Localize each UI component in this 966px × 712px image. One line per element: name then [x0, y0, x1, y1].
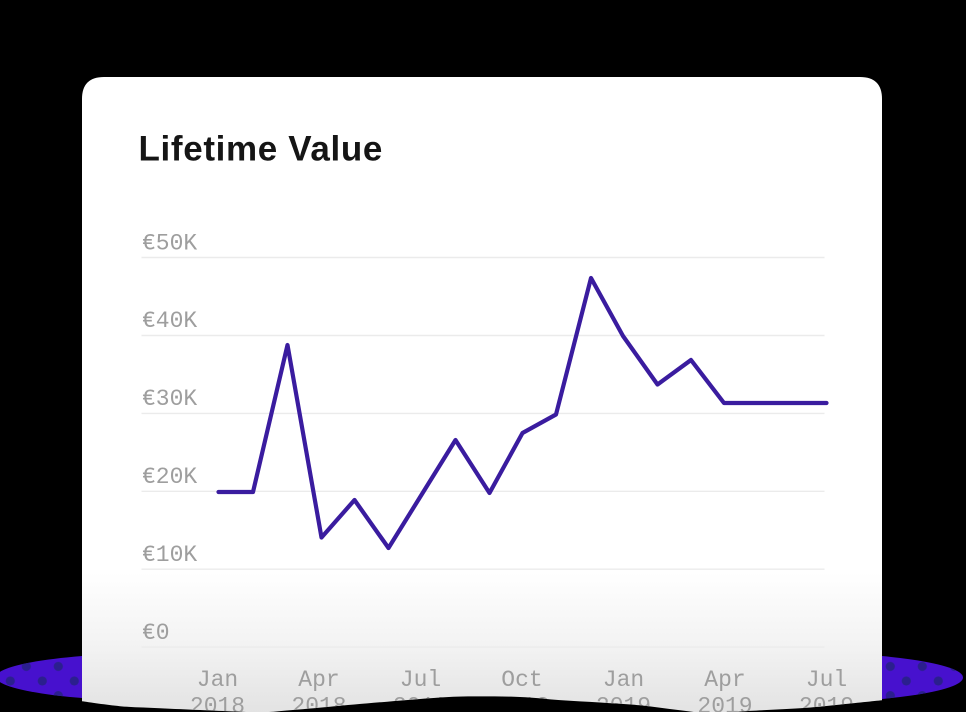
svg-text:€40K: €40K [142, 308, 197, 334]
svg-text:2019: 2019 [697, 693, 752, 712]
svg-text:Apr: Apr [704, 667, 745, 693]
svg-text:Jan: Jan [197, 667, 238, 693]
svg-text:Oct: Oct [501, 667, 542, 693]
svg-text:2018: 2018 [291, 693, 346, 712]
svg-text:2019: 2019 [596, 693, 651, 712]
svg-text:Lifetime Value: Lifetime Value [139, 130, 383, 169]
svg-text:2018: 2018 [494, 693, 549, 712]
svg-text:Apr: Apr [298, 667, 339, 693]
svg-text:€10K: €10K [142, 542, 197, 568]
svg-text:€0: €0 [142, 620, 170, 646]
svg-text:Jan: Jan [603, 667, 644, 693]
svg-text:€50K: €50K [142, 230, 197, 256]
svg-text:2019: 2019 [799, 693, 854, 712]
svg-text:€30K: €30K [142, 386, 197, 412]
svg-text:Jul: Jul [806, 667, 847, 693]
svg-text:€20K: €20K [142, 464, 197, 490]
svg-text:2018: 2018 [393, 693, 448, 712]
svg-text:Jul: Jul [400, 667, 441, 693]
svg-text:2018: 2018 [190, 693, 245, 712]
